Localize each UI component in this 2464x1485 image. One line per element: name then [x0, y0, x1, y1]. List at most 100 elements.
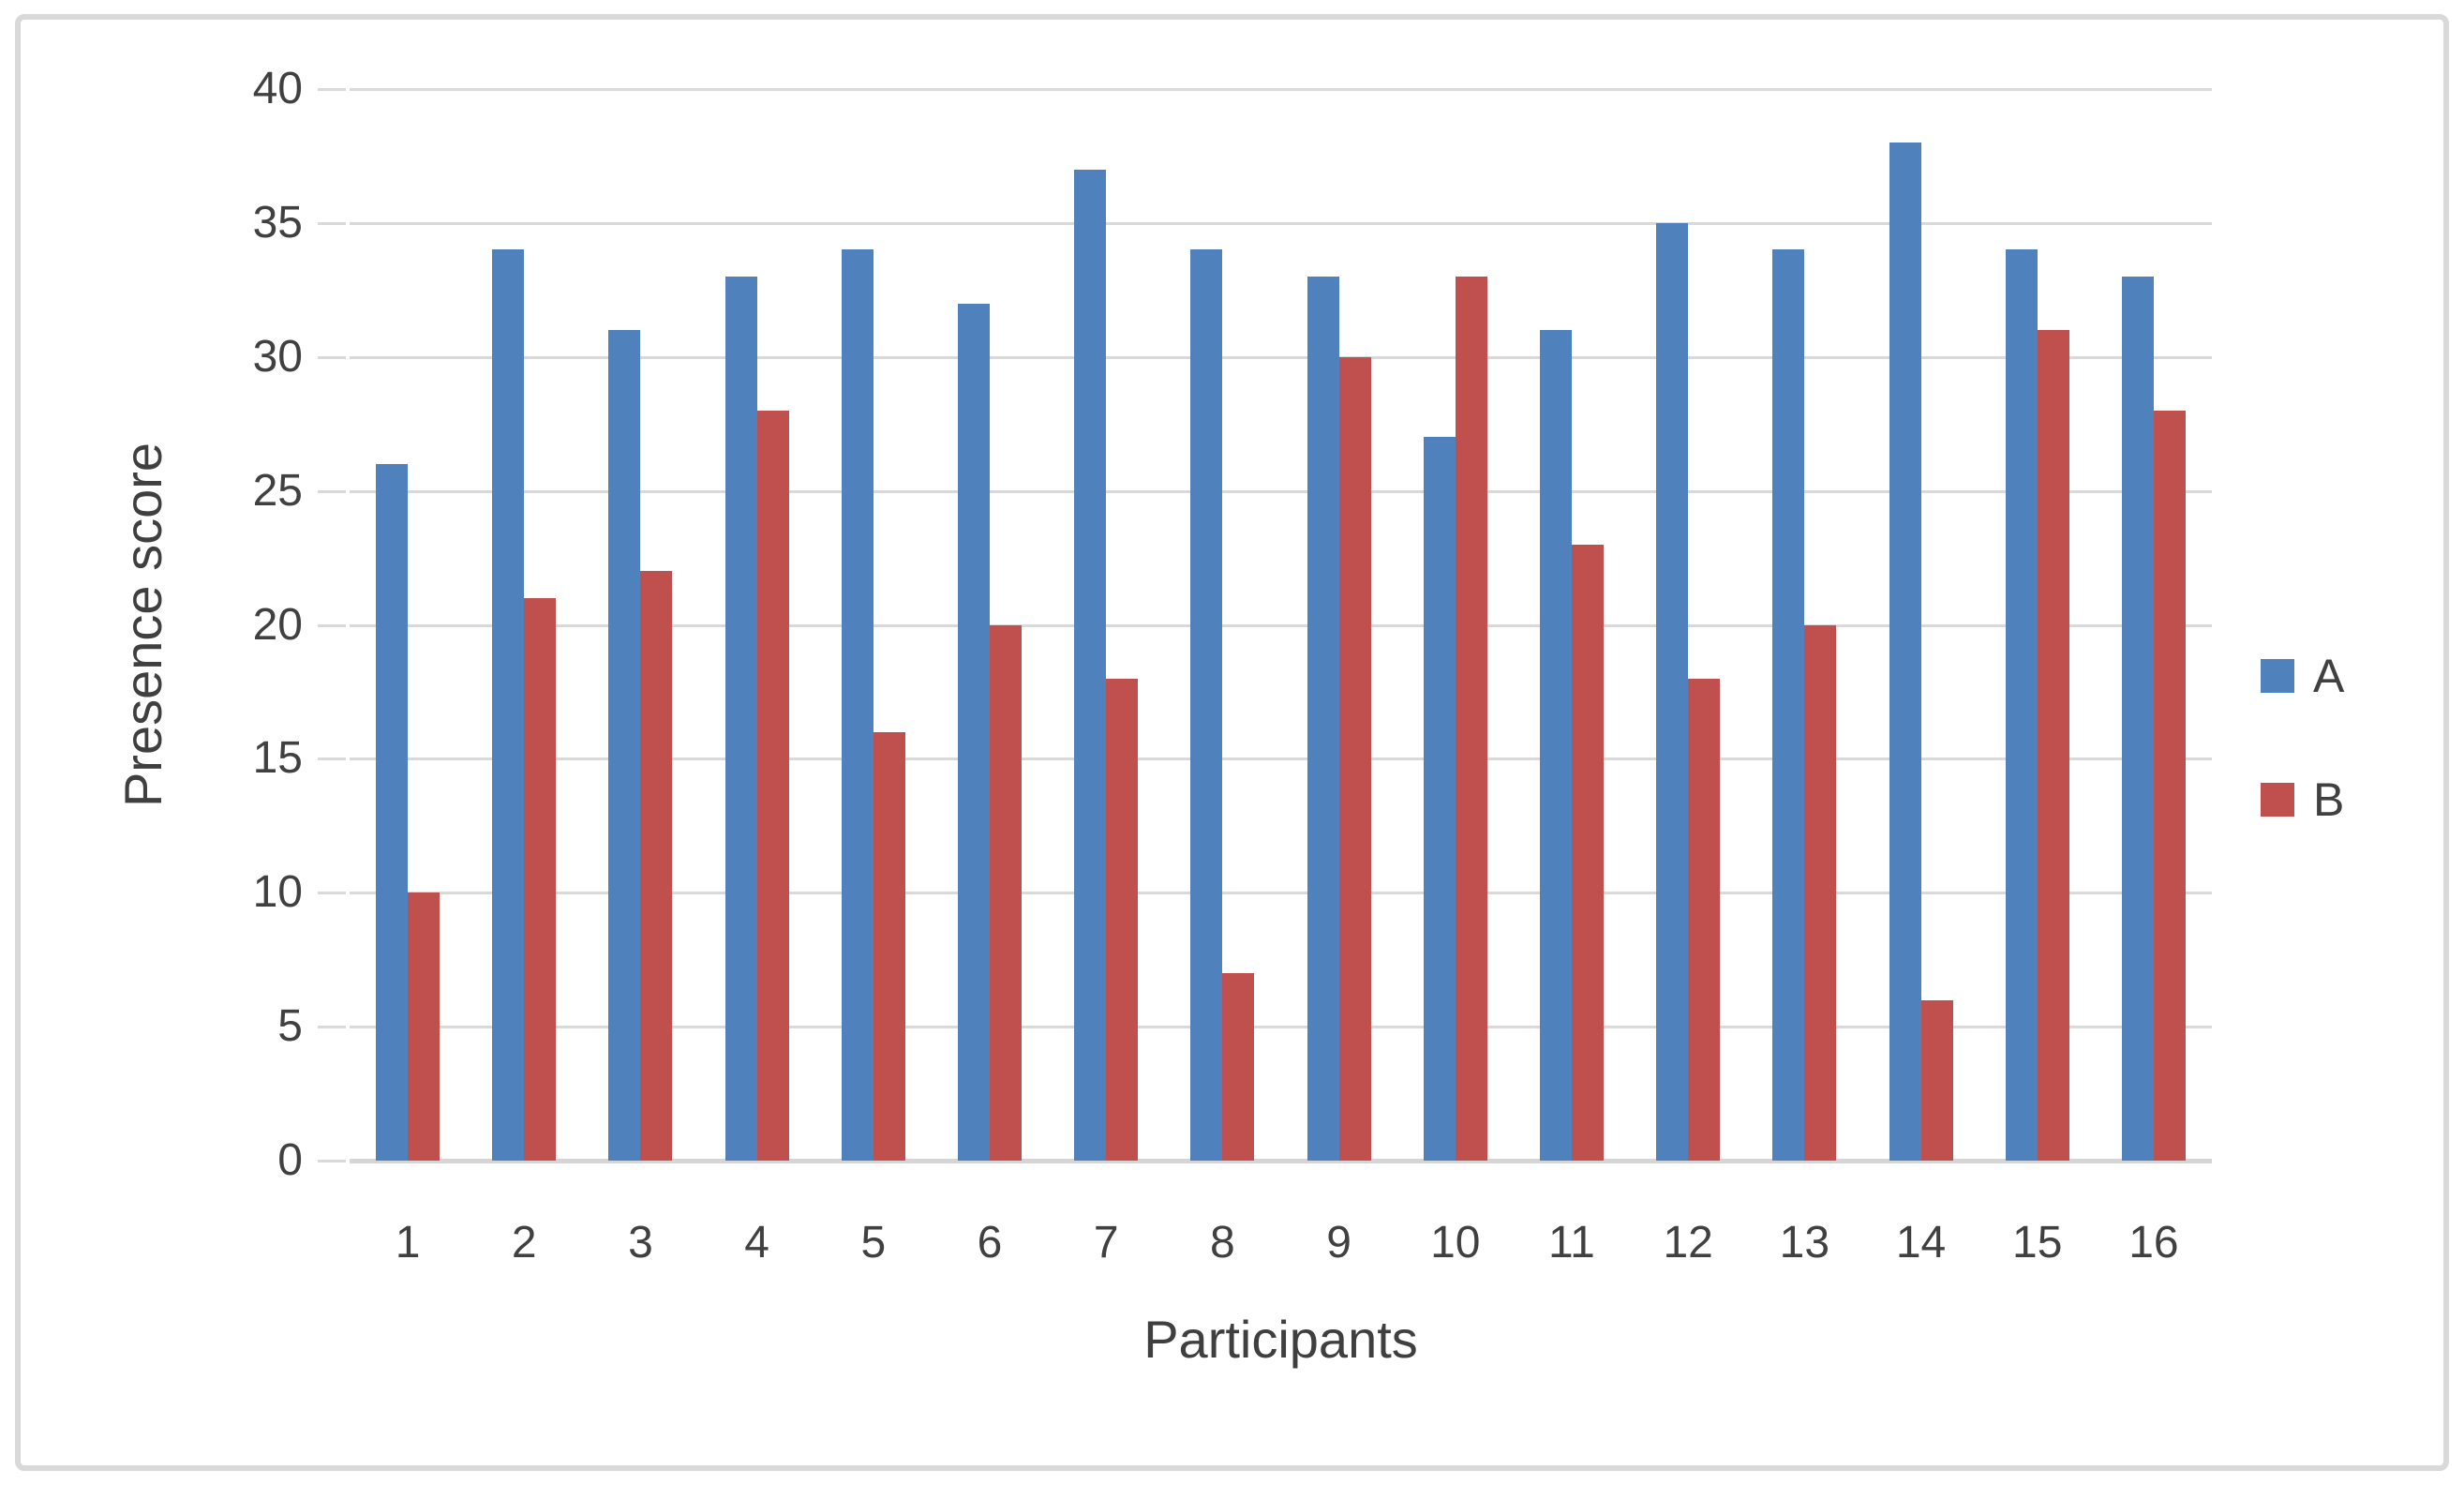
x-tick-label-6: 6 [977, 1218, 1003, 1268]
bar-series-b-participant-16 [2153, 410, 2186, 1161]
bar-cluster-participant-16 [2096, 89, 2212, 1161]
bar-series-a-participant-16 [2121, 277, 2154, 1161]
x-tick-label-12: 12 [1663, 1218, 1713, 1268]
bar-series-a-participant-15 [2005, 249, 2038, 1161]
bar-series-b-participant-15 [2037, 330, 2069, 1161]
gridline-y-10 [350, 892, 2212, 895]
bar-series-b-participant-12 [1688, 678, 1721, 1161]
y-tick-label-35: 35 [252, 197, 303, 248]
bar-cluster-participant-14 [1862, 89, 1979, 1161]
x-tick-label-9: 9 [1326, 1218, 1351, 1268]
bar-cluster-participant-8 [1164, 89, 1280, 1161]
bar-series-a-participant-2 [492, 249, 525, 1161]
x-tick-label-15: 15 [2012, 1218, 2063, 1268]
plot-area [350, 88, 2212, 1163]
gridline-y-25 [350, 489, 2212, 493]
y-tick-mark-35 [318, 221, 346, 225]
legend-label-b: B [2313, 773, 2345, 826]
y-tick-mark-30 [318, 355, 346, 359]
y-tick-mark-20 [318, 623, 346, 627]
bar-series-b-participant-11 [1571, 544, 1604, 1161]
bar-series-b-participant-14 [1920, 999, 1953, 1161]
bar-cluster-participant-11 [1514, 89, 1630, 1161]
bar-series-b-participant-2 [524, 597, 557, 1161]
x-tick-label-16: 16 [2128, 1218, 2179, 1268]
legend-label-a: A [2313, 650, 2345, 702]
bar-series-a-participant-10 [1423, 437, 1456, 1161]
bar-cluster-participant-1 [350, 89, 466, 1161]
y-tick-mark-10 [318, 892, 346, 895]
y-tick-mark-40 [318, 88, 346, 91]
bar-series-a-participant-4 [724, 277, 757, 1161]
y-tick-label-15: 15 [252, 733, 303, 784]
bar-cluster-participant-6 [932, 89, 1048, 1161]
gridline-y-15 [350, 758, 2212, 761]
gridline-y-35 [350, 221, 2212, 225]
legend-swatch-b [2261, 783, 2294, 817]
legend-swatch-a [2261, 659, 2294, 693]
bar-series-b-participant-1 [408, 892, 441, 1161]
bar-series-b-participant-5 [873, 731, 905, 1161]
bar-cluster-participant-13 [1746, 89, 1862, 1161]
bar-cluster-participant-3 [582, 89, 698, 1161]
bar-series-a-participant-6 [958, 303, 991, 1161]
bar-cluster-participant-9 [1281, 89, 1397, 1161]
x-tick-label-7: 7 [1093, 1218, 1119, 1268]
gridline-y-30 [350, 355, 2212, 359]
bar-cluster-participant-15 [1979, 89, 2096, 1161]
bar-series-a-participant-9 [1307, 277, 1339, 1161]
legend-item-a: A [2261, 649, 2344, 703]
x-tick-label-2: 2 [511, 1218, 537, 1268]
y-tick-label-40: 40 [252, 64, 303, 113]
x-tick-label-1: 1 [395, 1218, 421, 1268]
x-tick-label-10: 10 [1430, 1218, 1481, 1268]
bar-series-b-participant-4 [756, 410, 789, 1161]
bar-cluster-participant-2 [466, 89, 582, 1161]
y-tick-label-30: 30 [252, 331, 303, 382]
bar-cluster-participant-12 [1630, 89, 1746, 1161]
y-tick-mark-15 [318, 758, 346, 761]
y-tick-mark-5 [318, 1026, 346, 1029]
y-axis-title: Presence score [111, 89, 176, 1161]
gridline-y-20 [350, 623, 2212, 627]
bar-series-b-participant-9 [1338, 356, 1371, 1161]
bar-series-a-participant-5 [841, 249, 874, 1161]
bar-series-b-participant-6 [990, 624, 1023, 1161]
bar-series-a-participant-12 [1656, 222, 1689, 1161]
bar-series-b-participant-13 [1804, 624, 1837, 1161]
bar-series-b-participant-7 [1106, 678, 1139, 1161]
bar-series-a-participant-14 [1889, 142, 1921, 1161]
bar-series-a-participant-1 [376, 464, 409, 1161]
gridline-y-5 [350, 1026, 2212, 1029]
y-tick-mark-25 [318, 489, 346, 493]
x-tick-label-13: 13 [1779, 1218, 1830, 1268]
y-tick-label-25: 25 [252, 465, 303, 516]
gridline-y-40 [350, 88, 2212, 91]
bar-cluster-participant-10 [1397, 89, 1514, 1161]
x-tick-label-3: 3 [628, 1218, 653, 1268]
y-tick-label-10: 10 [252, 867, 303, 918]
bar-series-b-participant-3 [640, 571, 673, 1161]
bar-series-a-participant-3 [608, 330, 641, 1161]
bar-series-a-participant-13 [1772, 249, 1805, 1161]
legend-item-b: B [2261, 772, 2344, 827]
x-tick-label-11: 11 [1548, 1218, 1595, 1268]
x-axis-line [350, 1159, 2212, 1163]
bar-series-a-participant-11 [1539, 330, 1572, 1161]
bar-series-a-participant-7 [1074, 169, 1107, 1161]
x-tick-label-4: 4 [744, 1218, 769, 1268]
x-tick-label-5: 5 [860, 1218, 887, 1268]
y-tick-label-20: 20 [252, 599, 303, 650]
bar-series-a-participant-8 [1190, 249, 1223, 1161]
y-axis-title-text: Presence score [113, 442, 173, 808]
x-axis-title: Participants [1143, 1310, 1418, 1369]
x-tick-label-14: 14 [1895, 1218, 1947, 1268]
x-tick-label-8: 8 [1210, 1218, 1235, 1268]
y-tick-mark-0 [318, 1160, 346, 1162]
bar-cluster-participant-5 [815, 89, 932, 1161]
y-tick-label-5: 5 [277, 1001, 303, 1052]
bar-cluster-participant-7 [1048, 89, 1164, 1161]
bar-series-b-participant-8 [1222, 972, 1255, 1161]
y-tick-label-0: 0 [277, 1135, 303, 1185]
